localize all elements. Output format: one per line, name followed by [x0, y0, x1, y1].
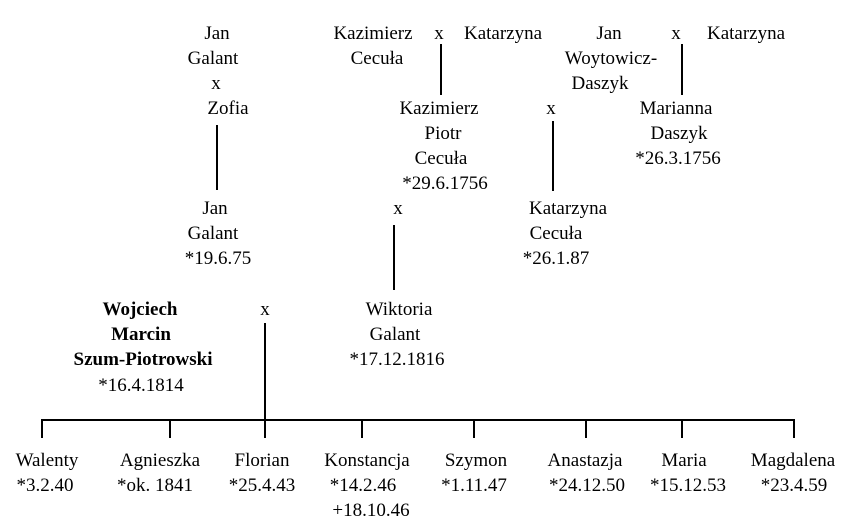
child-konstancja-name: Konstancja [324, 450, 410, 471]
person-wojciech-first: Wojciech [102, 299, 178, 320]
person-jan-galant-jr-first: Jan [202, 198, 228, 219]
marriage-symbol-wojciech-wiktoria: x [260, 299, 270, 320]
person-jan-galant-jr-last: Galant [187, 223, 239, 244]
person-kazimierz-cecula-sr-last: Cecuła [350, 48, 404, 69]
person-katarzyna-cecula-birth: *26.1.87 [522, 248, 590, 269]
person-wiktoria-last: Galant [369, 324, 421, 345]
person-wiktoria-birth: *17.12.1816 [349, 349, 445, 370]
descent-line-woytowicz [681, 44, 683, 95]
child-maria-birth: *15.12.53 [650, 475, 726, 496]
child-maria-name: Maria [661, 450, 707, 471]
person-kazimierz-piotr-birth: *29.6.1756 [402, 173, 488, 194]
child-szymon-name: Szymon [444, 450, 508, 471]
person-wiktoria-first: Wiktoria [365, 299, 433, 320]
marriage-symbol-woytowicz-katarzyna: x [671, 23, 681, 44]
marriage-symbol-cecula-katarzyna: x [434, 23, 444, 44]
marriage-symbol-galant-zofia: x [211, 73, 221, 94]
person-kazimierz-piotr-first: Kazimierz [399, 98, 479, 119]
child-walenty-name: Walenty [15, 450, 79, 471]
child-magdalena-birth: *23.4.59 [760, 475, 828, 496]
child-tick-florian [264, 420, 266, 438]
child-agnieszka-birth: *ok. 1841 [117, 475, 193, 496]
child-walenty-birth: *3.2.40 [16, 475, 74, 496]
person-katarzyna-cecula-first: Katarzyna [528, 198, 608, 219]
marriage-symbol-galant-cecula: x [393, 198, 403, 219]
child-anastazja-name: Anastazja [547, 450, 623, 471]
person-jan-woytowicz-last-2: Daszyk [571, 73, 629, 94]
descent-line-cecula [440, 44, 442, 95]
child-tick-anastazja [585, 420, 587, 438]
child-tick-konstancja [361, 420, 363, 438]
person-wojciech-last: Szum-Piotrowski [73, 349, 213, 370]
child-magdalena-name: Magdalena [750, 450, 836, 471]
person-jan-woytowicz-last-1: Woytowicz- [564, 48, 658, 69]
person-jan-galant-sr-first: Jan [204, 23, 230, 44]
person-zofia: Zofia [207, 98, 249, 119]
child-tick-walenty [41, 420, 43, 438]
person-kazimierz-cecula-sr-first: Kazimierz [333, 23, 413, 44]
person-kazimierz-piotr-last: Cecuła [414, 148, 468, 169]
child-szymon-birth: *1.11.47 [441, 475, 507, 496]
person-marianna-daszyk-birth: *26.3.1756 [635, 148, 721, 169]
person-marianna-daszyk-last: Daszyk [650, 123, 708, 144]
child-anastazja-birth: *24.12.50 [549, 475, 625, 496]
person-katarzyna-cecula-last: Cecuła [529, 223, 583, 244]
descent-line-galant-cecula [393, 225, 395, 290]
children-bar [41, 419, 795, 421]
descent-line-galant [216, 125, 218, 190]
person-marianna-daszyk-first: Marianna [639, 98, 713, 119]
marriage-symbol-kazimierz-marianna: x [546, 98, 556, 119]
child-agnieszka-name: Agnieszka [119, 450, 201, 471]
child-tick-agnieszka [169, 420, 171, 438]
person-jan-woytowicz-first: Jan [596, 23, 622, 44]
child-florian-birth: *25.4.43 [228, 475, 296, 496]
person-wojciech-birth: *16.4.1814 [98, 375, 184, 396]
child-konstancja-death: +18.10.46 [332, 500, 410, 521]
child-florian-name: Florian [234, 450, 290, 471]
person-jan-galant-jr-birth: *19.6.75 [184, 248, 252, 269]
child-tick-magdalena [793, 420, 795, 438]
child-konstancja-birth: *14.2.46 [329, 475, 397, 496]
person-wojciech-middle: Marcin [111, 324, 171, 345]
child-tick-szymon [473, 420, 475, 438]
descent-line-kazimierz-marianna [552, 121, 554, 191]
child-tick-maria [681, 420, 683, 438]
person-jan-galant-sr-last: Galant [187, 48, 239, 69]
descent-line-wojciech-wiktoria [264, 323, 266, 421]
person-katarzyna-2: Katarzyna [706, 23, 786, 44]
person-katarzyna-1: Katarzyna [463, 23, 543, 44]
person-kazimierz-piotr-middle: Piotr [424, 123, 462, 144]
